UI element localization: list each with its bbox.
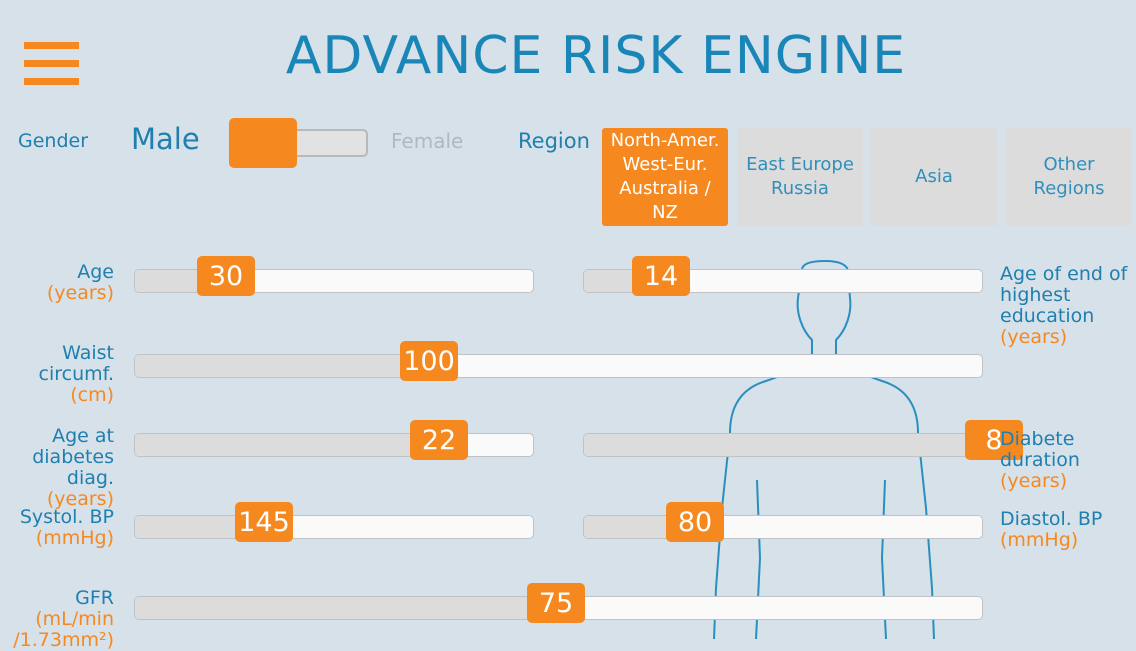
female-label[interactable]: Female xyxy=(391,129,464,153)
region-asia-button[interactable]: Asia xyxy=(871,128,997,226)
gender-label: Gender xyxy=(18,130,89,152)
page-title: ADVANCE RISK ENGINE xyxy=(285,26,907,86)
region-other-button[interactable]: Other Regions xyxy=(1006,128,1132,226)
age-slider[interactable]: 30 xyxy=(134,256,534,296)
systolic-slider[interactable]: 145 xyxy=(134,502,534,542)
hamburger-menu-icon[interactable] xyxy=(24,42,79,86)
diagnosis-age-slider-knob[interactable]: 22 xyxy=(410,420,468,460)
gfr-slider[interactable]: 75 xyxy=(134,583,983,623)
region-north-amer-button[interactable]: North-Amer. West-Eur. Australia / NZ xyxy=(602,128,728,226)
systolic-slider-knob[interactable]: 145 xyxy=(235,502,293,542)
duration-label: Diabete duration (years) xyxy=(1000,428,1080,492)
diagnosis-age-label: Age at diabetes diag. (years) xyxy=(32,425,114,510)
education-label: Age of end of highest education (years) xyxy=(1000,263,1128,348)
waist-slider-knob[interactable]: 100 xyxy=(400,341,458,381)
education-slider-knob[interactable]: 14 xyxy=(632,256,690,296)
region-label: Region xyxy=(518,129,590,153)
education-slider[interactable]: 14 xyxy=(583,256,983,296)
waist-label: Waist circumf. (cm) xyxy=(38,342,114,406)
male-label[interactable]: Male xyxy=(131,122,200,156)
duration-slider-knob[interactable]: 8 xyxy=(965,420,1023,460)
diagnosis-age-slider[interactable]: 22 xyxy=(134,420,534,460)
systolic-label: Systol. BP (mmHg) xyxy=(19,506,114,549)
age-label: Age (years) xyxy=(46,261,114,304)
gender-toggle-knob[interactable] xyxy=(229,118,297,168)
diastolic-label: Diastol. BP (mmHg) xyxy=(1000,508,1103,551)
age-slider-knob[interactable]: 30 xyxy=(197,256,255,296)
diastolic-slider-knob[interactable]: 80 xyxy=(666,502,724,542)
gfr-label: GFR (mL/min /1.73mm²) xyxy=(13,587,114,651)
duration-slider[interactable]: 8 xyxy=(583,420,1023,460)
gfr-slider-knob[interactable]: 75 xyxy=(527,583,585,623)
region-east-europe-button[interactable]: East Europe Russia xyxy=(737,128,863,226)
waist-slider[interactable]: 100 xyxy=(134,341,983,381)
diastolic-slider[interactable]: 80 xyxy=(583,502,983,542)
